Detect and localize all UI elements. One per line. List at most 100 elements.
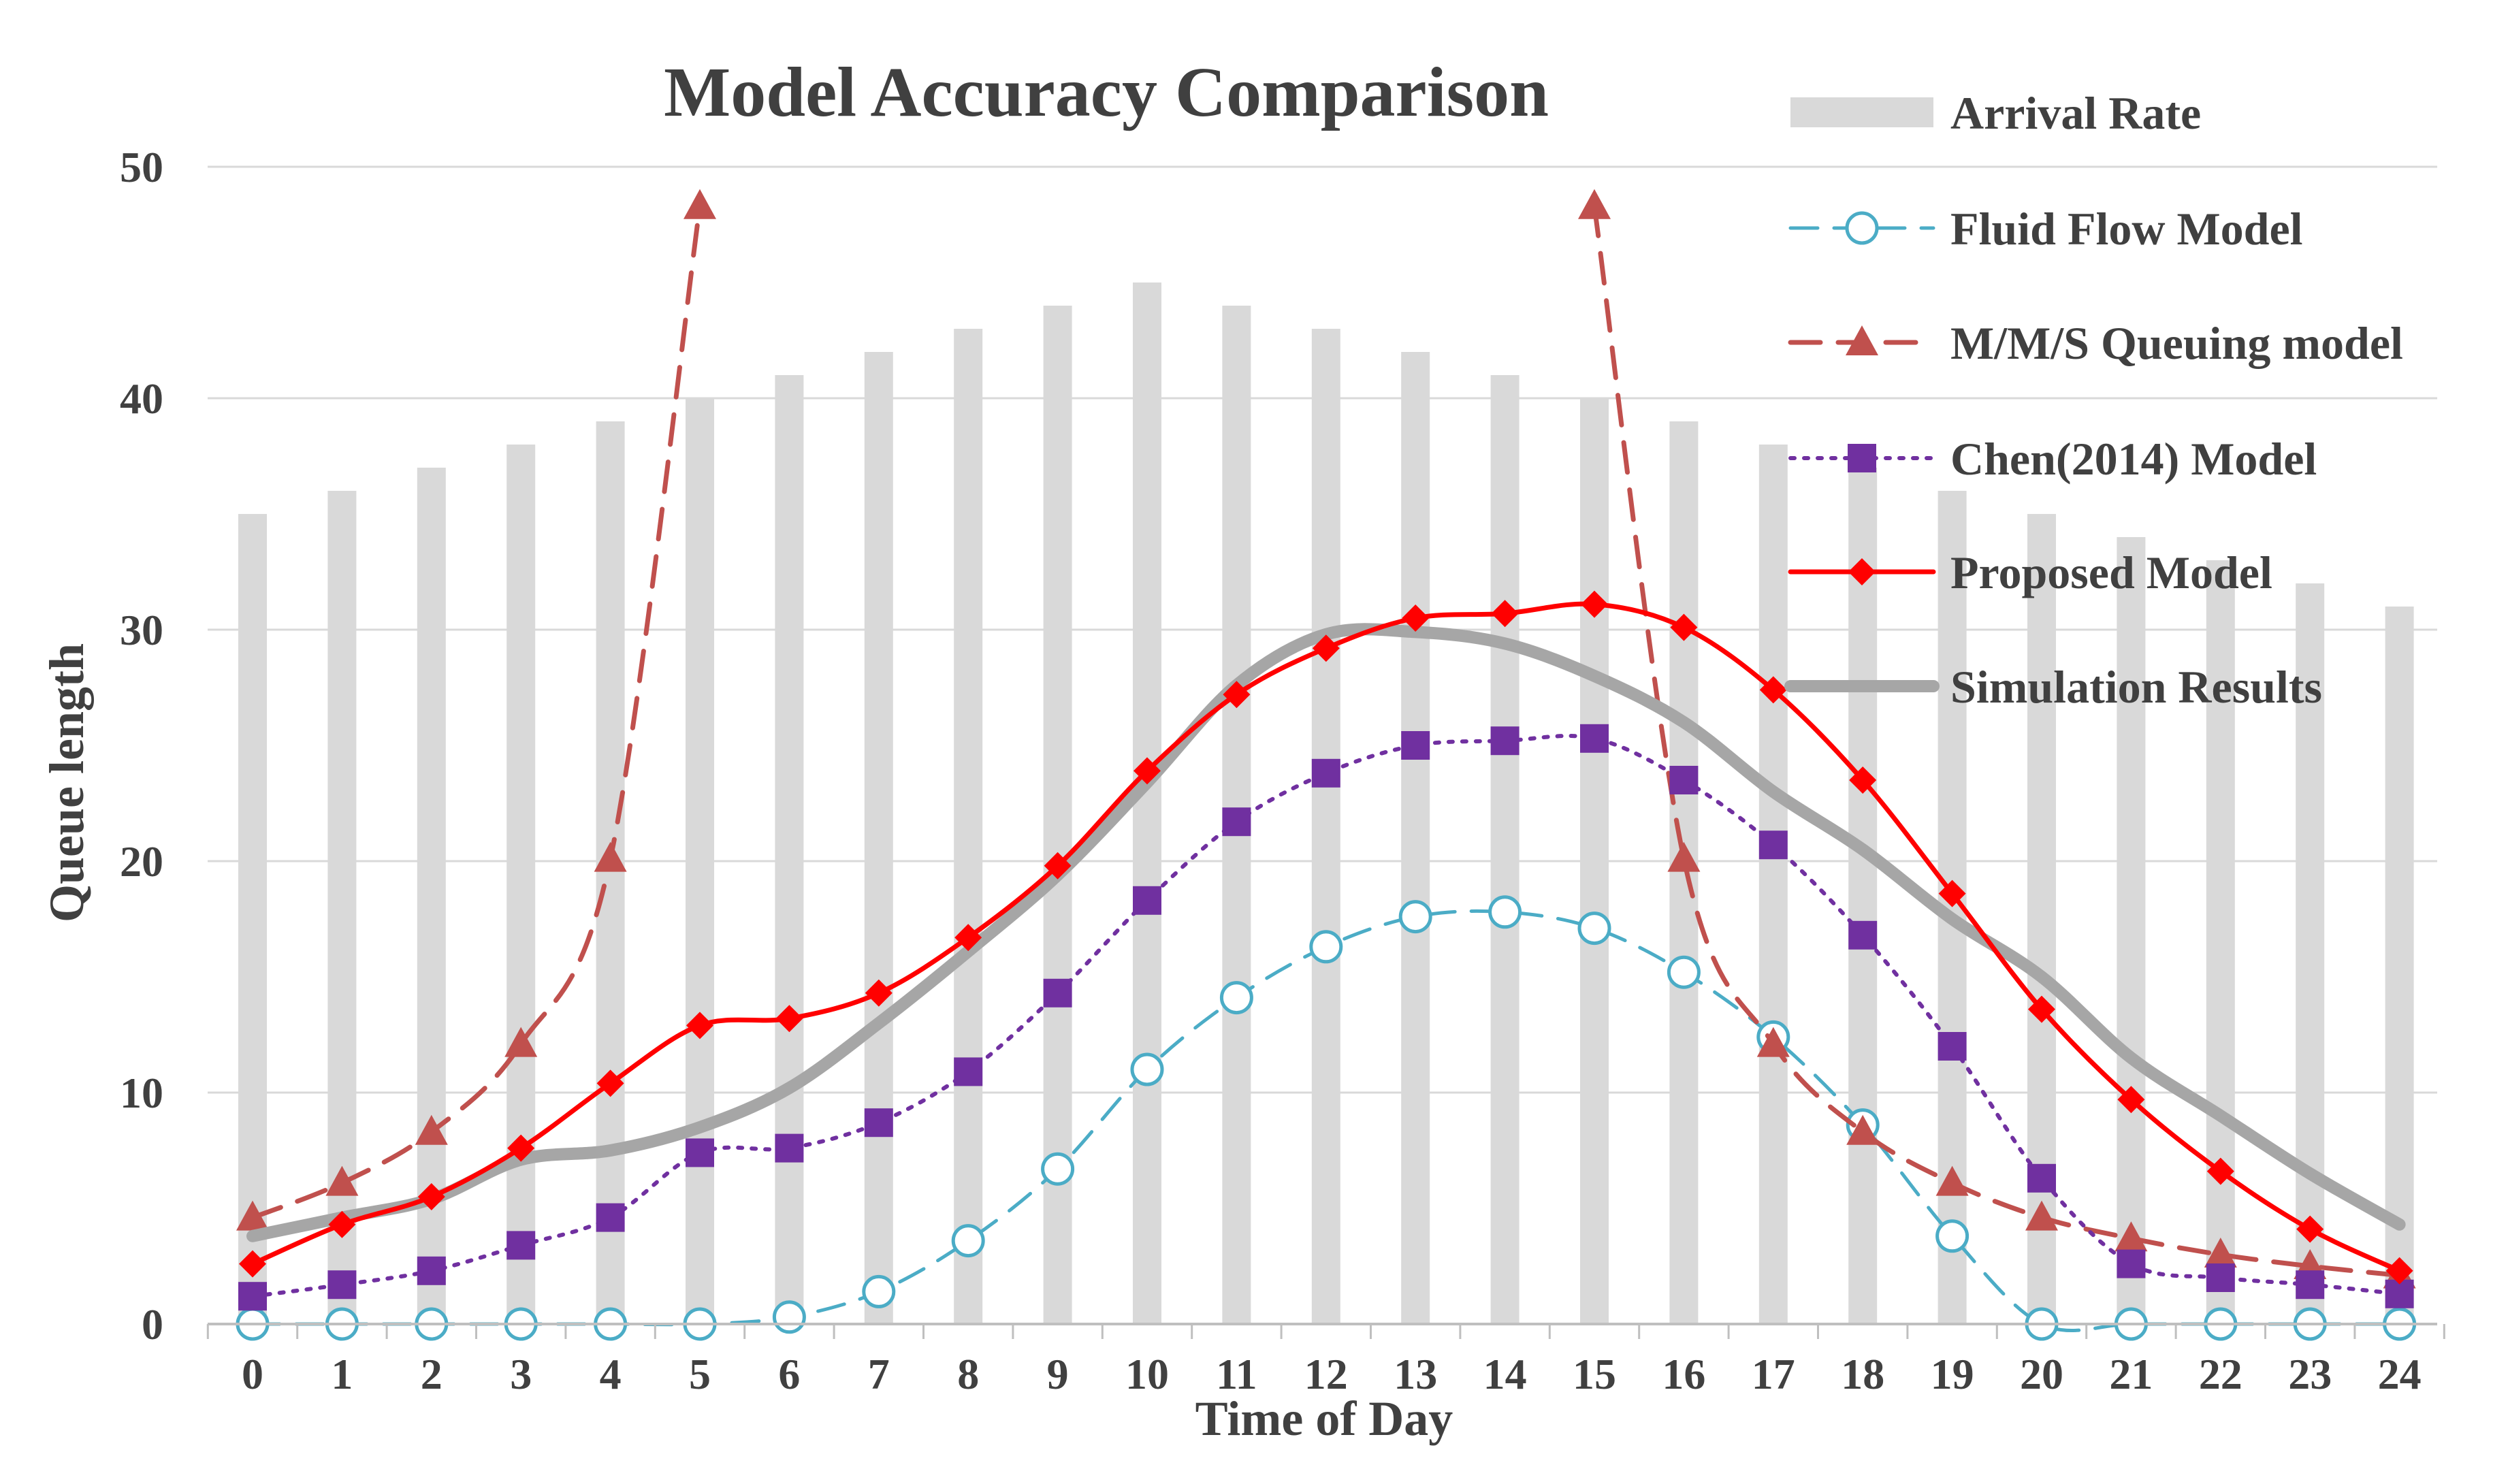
bar-arrival-rate bbox=[1401, 352, 1430, 1324]
point-chen-2014-model bbox=[1669, 766, 1699, 794]
point-m-m-s-queuing-model bbox=[2115, 1221, 2148, 1252]
point-proposed-model bbox=[1670, 613, 1698, 641]
x-tick-label: 12 bbox=[1304, 1350, 1348, 1398]
point-m-m-s-queuing-model bbox=[1846, 1114, 1880, 1145]
y-tick-label: 0 bbox=[142, 1300, 163, 1349]
point-chen-2014-model bbox=[238, 1282, 267, 1311]
series-chen-2014-model bbox=[238, 724, 2414, 1311]
bar-arrival-rate bbox=[417, 468, 446, 1324]
legend-swatch bbox=[1790, 97, 1933, 127]
bar-arrival-rate bbox=[2206, 560, 2235, 1324]
point-proposed-model bbox=[2206, 1157, 2234, 1185]
point-fluid-flow-model bbox=[1130, 1052, 1164, 1086]
x-tick-label: 9 bbox=[1047, 1350, 1069, 1398]
point-proposed-model bbox=[507, 1134, 535, 1162]
point-proposed-model bbox=[1759, 676, 1787, 704]
point-chen-2014-model bbox=[1043, 978, 1072, 1007]
point-m-m-s-queuing-model bbox=[504, 1027, 538, 1057]
bar-arrival-rate bbox=[1758, 445, 1788, 1324]
bar-arrival-rate bbox=[1490, 375, 1520, 1324]
bar-arrival-rate bbox=[2296, 583, 2325, 1324]
y-tick-label: 40 bbox=[120, 374, 163, 423]
x-tick-label: 8 bbox=[957, 1350, 979, 1398]
x-tick-label: 0 bbox=[242, 1350, 263, 1398]
x-tick-label: 15 bbox=[1573, 1350, 1616, 1398]
x-tick-label: 16 bbox=[1662, 1350, 1705, 1398]
bar-arrival-rate bbox=[1848, 468, 1878, 1324]
x-tick-label: 17 bbox=[1752, 1350, 1795, 1398]
point-proposed-model bbox=[1402, 604, 1430, 632]
legend-label: Simulation Results bbox=[1950, 661, 2322, 713]
point-m-m-s-queuing-model bbox=[1756, 1027, 1790, 1057]
point-proposed-model bbox=[1223, 681, 1251, 709]
point-proposed-model bbox=[1491, 600, 1519, 628]
bar-arrival-rate bbox=[2385, 607, 2414, 1324]
line-m-m-s-queuing-model bbox=[250, 204, 703, 1221]
y-tick-label: 20 bbox=[120, 837, 163, 886]
legend-label: Arrival Rate bbox=[1950, 87, 2201, 139]
bar-arrival-rate bbox=[686, 398, 714, 1324]
point-chen-2014-model bbox=[1490, 726, 1520, 756]
y-axis-label: Queue length bbox=[39, 643, 94, 922]
bar-arrival-rate bbox=[596, 421, 625, 1324]
point-m-m-s-queuing-model bbox=[684, 189, 716, 219]
point-chen-2014-model bbox=[1401, 731, 1430, 760]
point-proposed-model bbox=[1134, 757, 1161, 785]
legend-item-arrival-rate: Arrival Rate bbox=[1790, 87, 2201, 139]
x-tick-label: 18 bbox=[1841, 1350, 1884, 1398]
x-tick-label: 24 bbox=[2378, 1350, 2422, 1398]
point-chen-2014-model bbox=[1848, 920, 1878, 950]
legend-marker bbox=[1846, 325, 1878, 355]
legend-label: Proposed Model bbox=[1950, 547, 2272, 598]
point-m-m-s-queuing-model bbox=[1935, 1165, 1969, 1196]
legend-item-fluid-flow-model: Fluid Flow Model bbox=[1788, 203, 2303, 255]
point-m-m-s-queuing-model bbox=[2204, 1238, 2237, 1268]
legend-marker bbox=[1848, 558, 1876, 585]
legend-item-m-m-s-queuing-model: M/M/S Queuing model bbox=[1788, 317, 2403, 369]
line-series bbox=[236, 189, 2417, 1341]
line-simulation-results bbox=[246, 623, 2406, 1242]
bar-arrival-rate bbox=[1133, 283, 1161, 1324]
bar-arrival-rate bbox=[238, 514, 267, 1324]
point-chen-2014-model bbox=[1758, 830, 1788, 860]
legend-label: Chen(2014) Model bbox=[1950, 433, 2317, 485]
x-tick-label: 21 bbox=[2109, 1350, 2153, 1398]
point-chen-2014-model bbox=[2027, 1163, 2056, 1193]
x-tick-label: 22 bbox=[2199, 1350, 2242, 1398]
legend-marker bbox=[1848, 444, 1876, 472]
point-fluid-flow-model bbox=[1488, 895, 1522, 929]
legend: Arrival Rate Fluid Flow Model M/M/S Queuin… bbox=[1784, 87, 2403, 713]
point-proposed-model bbox=[1938, 880, 1966, 907]
bar-arrival-rate bbox=[327, 491, 357, 1324]
y-tick-label: 30 bbox=[120, 606, 163, 654]
series-simulation-results bbox=[246, 623, 2406, 1242]
point-fluid-flow-model bbox=[1398, 900, 1432, 934]
bar-arrival-rate bbox=[1669, 421, 1699, 1324]
point-proposed-model bbox=[2117, 1086, 2145, 1114]
point-m-m-s-queuing-model bbox=[236, 1200, 269, 1231]
x-tick-label: 7 bbox=[868, 1350, 890, 1398]
point-proposed-model bbox=[2385, 1257, 2413, 1285]
bar-arrival-rate bbox=[775, 375, 804, 1324]
x-tick-label: 4 bbox=[600, 1350, 622, 1398]
x-tick-label: 1 bbox=[331, 1350, 353, 1398]
point-chen-2014-model bbox=[686, 1138, 714, 1167]
point-chen-2014-model bbox=[507, 1231, 536, 1260]
point-fluid-flow-model bbox=[1577, 912, 1611, 946]
x-tick-label: 19 bbox=[1931, 1350, 1974, 1398]
point-chen-2014-model bbox=[1938, 1032, 1967, 1061]
bar-arrival-rate bbox=[954, 329, 983, 1324]
x-axis-label: Time of Day bbox=[1195, 1391, 1453, 1446]
point-chen-2014-model bbox=[1133, 886, 1161, 915]
point-m-m-s-queuing-model bbox=[1578, 189, 1611, 219]
point-proposed-model bbox=[239, 1250, 266, 1278]
point-proposed-model bbox=[417, 1183, 445, 1210]
chart-title: Model Accuracy Comparison bbox=[664, 53, 1549, 131]
x-tick-label: 11 bbox=[1216, 1350, 1257, 1398]
x-tick-label: 20 bbox=[2020, 1350, 2063, 1398]
bar-arrival-rate bbox=[507, 445, 536, 1324]
point-chen-2014-model bbox=[1222, 807, 1251, 837]
point-m-m-s-queuing-model bbox=[1667, 841, 1701, 872]
legend-item-chen-2014-model: Chen(2014) Model bbox=[1788, 433, 2317, 485]
